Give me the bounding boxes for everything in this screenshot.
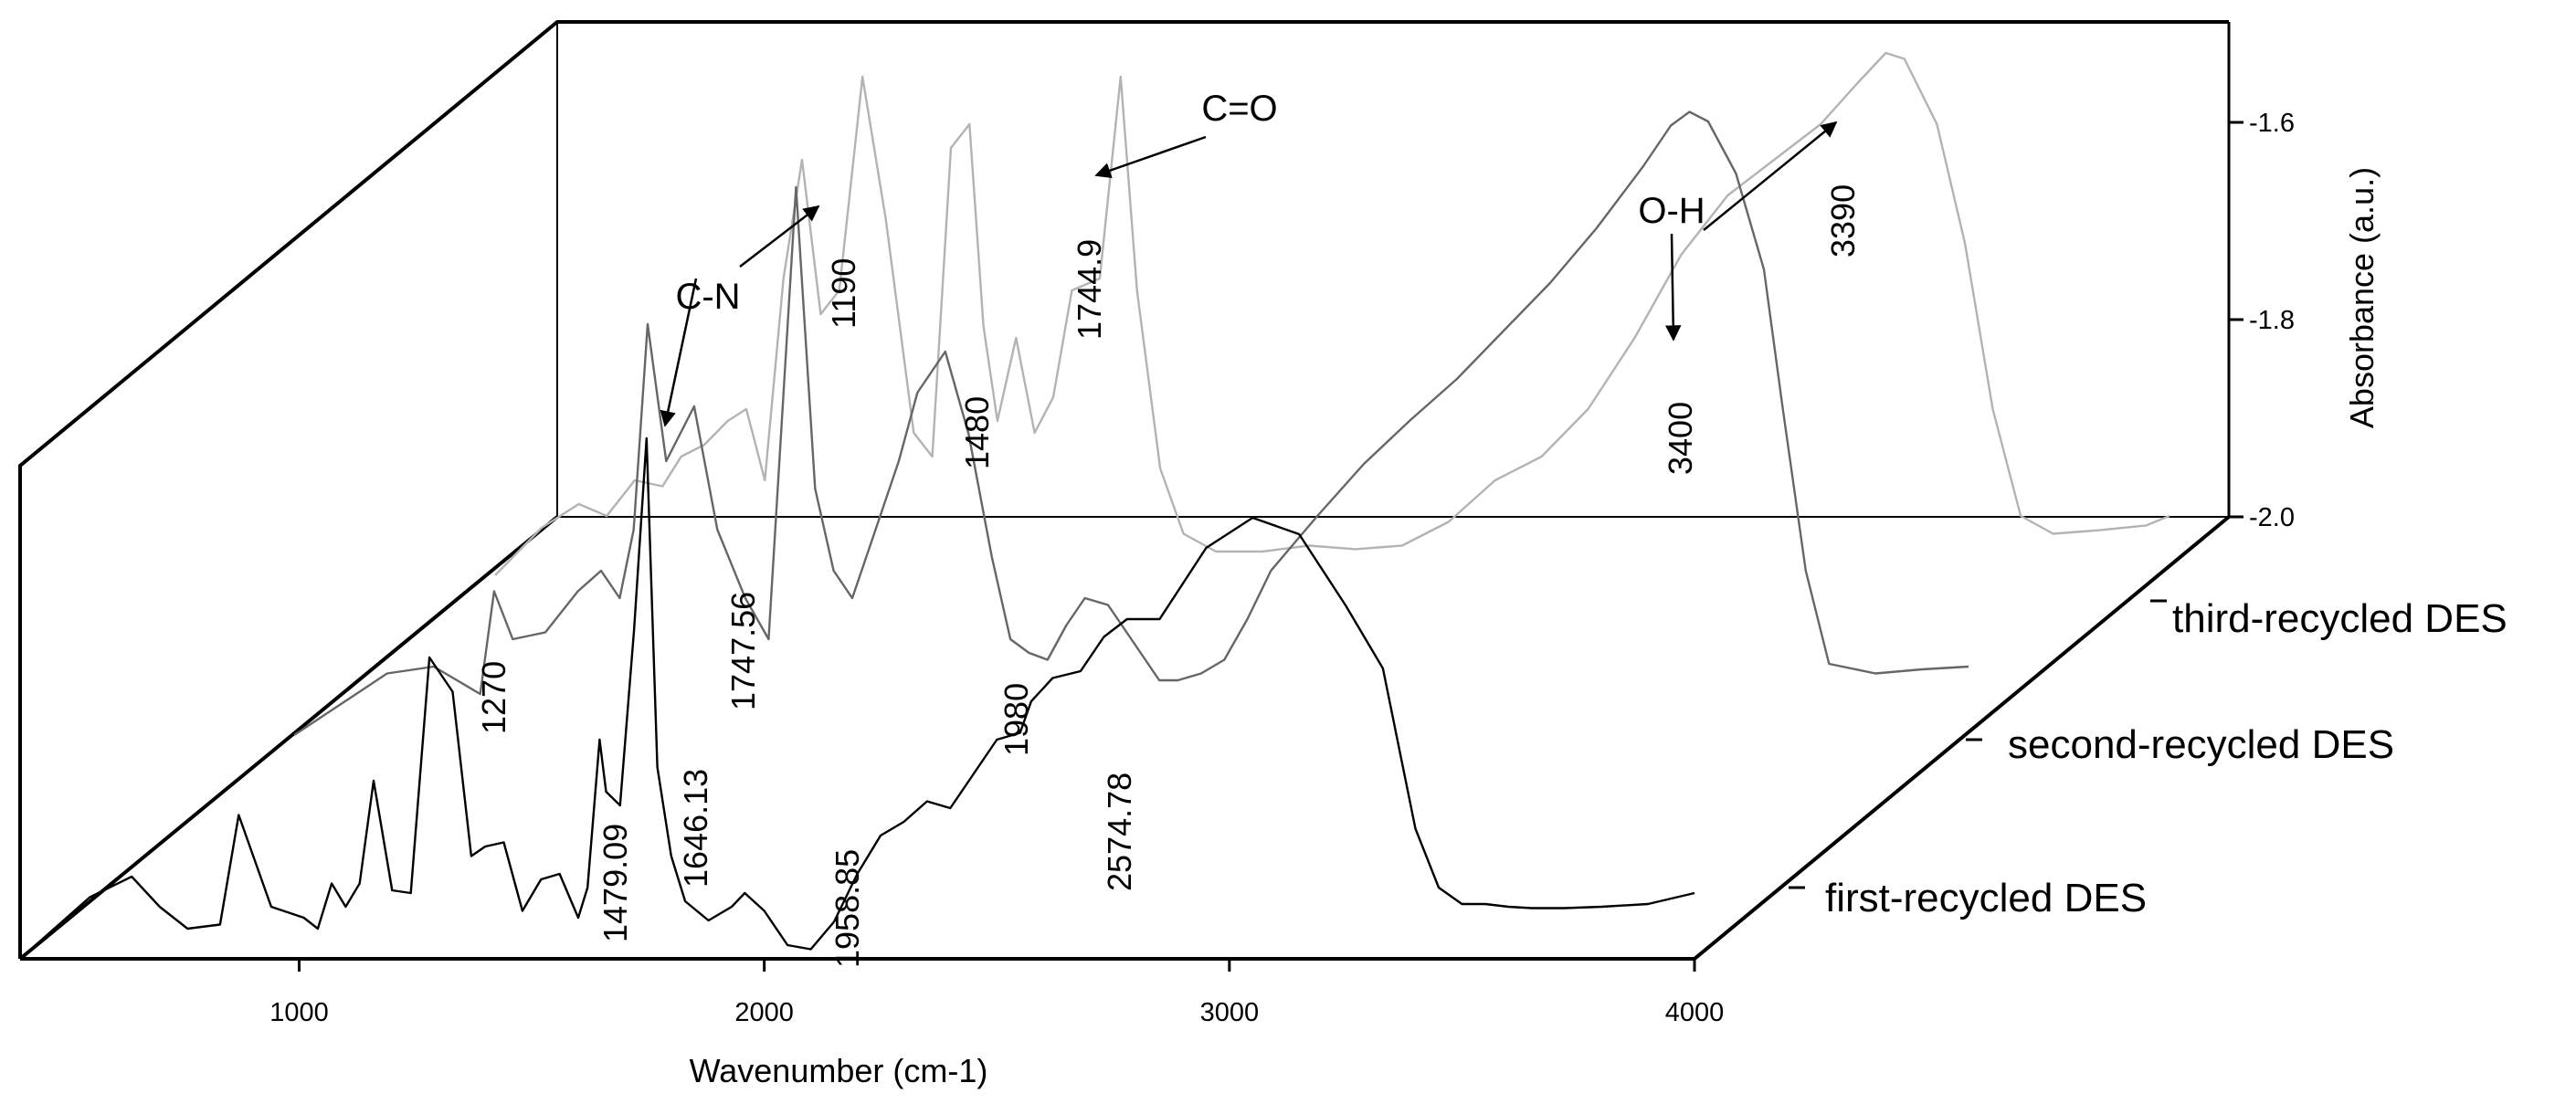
bond-label-co: C=O: [1201, 89, 1277, 129]
arrow-cn-first: [660, 278, 698, 427]
arrow-oh-second: [1664, 233, 1682, 342]
bond-label-oh: O-H: [1638, 191, 1705, 231]
floor-left-edge: [18, 515, 559, 961]
arrow-co: [1094, 135, 1207, 179]
spectrum-curves: [19, 51, 2170, 960]
series-label-third: third-recycled DES: [2172, 596, 2507, 641]
series-line-first-curve: [19, 436, 1695, 960]
arrow-cn-third: [739, 205, 820, 268]
left-wall-outline: [18, 20, 2229, 959]
y-tick-label: -1.8: [2249, 306, 2295, 335]
peak-label: 1747.56: [724, 592, 762, 710]
peak-label: 1190: [825, 258, 862, 329]
peak-label: 1270: [475, 661, 512, 734]
y-axis-title: Absorbance (a.u.): [2343, 167, 2381, 428]
series-label-first: first-recycled DES: [1825, 876, 2147, 920]
x-tick-label: 1000: [269, 998, 329, 1027]
x-tick-label: 3000: [1200, 998, 1260, 1027]
x-tick-label: 4000: [1665, 998, 1725, 1027]
series-line-second-curve: [293, 110, 1969, 737]
series-label-second: second-recycled DES: [2008, 722, 2394, 767]
peak-label: 3390: [1824, 184, 1862, 258]
peak-label: 1646.13: [677, 769, 714, 888]
series-line-third-curve: [494, 51, 2170, 576]
peak-label: 1744.9: [1071, 239, 1108, 340]
y-tick-label: -1.6: [2249, 109, 2295, 138]
bond-label-cn: C-N: [675, 277, 740, 317]
peak-label: 3400: [1662, 402, 1699, 475]
x-axis-title: Wavenumber (cm-1): [690, 1052, 988, 1089]
axis-ticks: [298, 121, 2243, 972]
annotation-arrows: [660, 121, 1838, 427]
y-tick-label: -2.0: [2249, 503, 2295, 532]
peak-label: 1480: [958, 396, 996, 469]
peak-label: 1479.09: [596, 824, 634, 942]
x-tick-label: 2000: [734, 998, 794, 1027]
peak-label: 1980: [998, 683, 1035, 756]
peak-label: 1958.85: [829, 849, 866, 968]
peak-label: 2574.78: [1101, 773, 1138, 891]
arrow-oh-third: [1703, 121, 1838, 231]
